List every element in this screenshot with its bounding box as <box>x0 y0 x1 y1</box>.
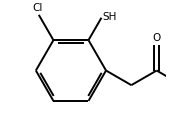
Text: O: O <box>153 34 161 43</box>
Text: Cl: Cl <box>33 3 43 13</box>
Text: SH: SH <box>103 12 117 22</box>
